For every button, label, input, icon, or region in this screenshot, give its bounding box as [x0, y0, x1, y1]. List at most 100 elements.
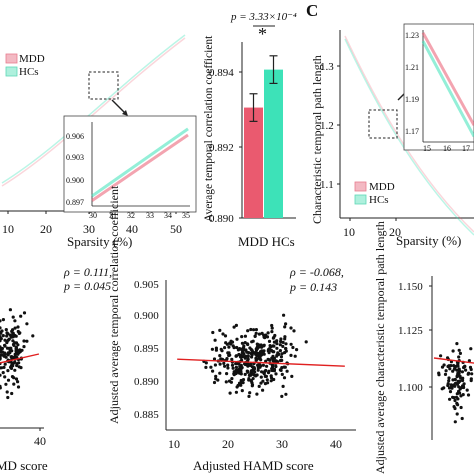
panel-c-xtick-10: 10 [343, 225, 355, 239]
panel-e-point [290, 374, 294, 378]
panel-f-point [460, 416, 464, 421]
panel-e-point [247, 394, 251, 398]
panel-e-point [281, 340, 285, 344]
panel-a-legend-mdd: MDD [19, 53, 45, 65]
panel-c-inset-line-hcs [421, 40, 474, 138]
panel-f-point [447, 376, 451, 380]
panel-e-point [258, 355, 262, 359]
panel-c: C Characteristic temporal path length 1.… [306, 1, 474, 248]
panel-e-point [259, 375, 263, 379]
panel-e-point [210, 347, 214, 351]
panel-e-point [249, 379, 253, 383]
panel-e-point [250, 350, 254, 355]
panel-e-point [283, 325, 287, 329]
panel-e-point [243, 362, 247, 366]
panel-b-significance-star: * [258, 24, 267, 44]
panel-d-p: p = 0.045 [63, 279, 111, 293]
panel-a-zoom-arrowhead [122, 110, 128, 116]
panel-d-point [13, 326, 17, 330]
panel-d-point [16, 380, 20, 384]
panel-b-p-value: p = 3.33×10⁻⁴ [230, 11, 297, 23]
panel-f-point [463, 364, 467, 368]
panel-d-point [11, 332, 15, 336]
panel-e-point [272, 377, 276, 382]
panel-f-point [462, 382, 466, 386]
panel-a-zoom-arrow [111, 99, 127, 115]
panel-f-point [455, 342, 459, 346]
panel-e-point [213, 363, 217, 367]
panel-d-x-label: MD score [0, 458, 48, 473]
panel-e-point [221, 332, 225, 336]
panel-e-point [293, 354, 297, 358]
panel-e-point [283, 335, 287, 339]
panel-f-point [442, 363, 446, 367]
panel-d-point [1, 318, 5, 322]
panel-e-point [243, 372, 247, 376]
panel-e-point [254, 358, 258, 362]
panel-d-point [14, 349, 18, 353]
panel-e-point [226, 366, 230, 370]
panel-f-point [466, 393, 471, 397]
panel-a-x-label: Sparsity (%) [67, 234, 132, 249]
panel-f-point [455, 392, 459, 396]
panel-e-point [272, 340, 276, 344]
panel-e-point [230, 357, 234, 361]
panel-e-point [281, 344, 285, 348]
panel-d-point [6, 369, 10, 373]
panel-a-inset-xtick-4: 34 [164, 211, 172, 220]
panel-d-point [0, 353, 2, 357]
panel-e-point [271, 359, 275, 363]
panel-e-point [211, 330, 215, 335]
panel-e-point [285, 369, 289, 373]
panel-d-point [7, 346, 11, 350]
panel-e-point [241, 381, 245, 385]
panel-f-y-label: Adjusted average characteristic temporal… [373, 221, 387, 474]
panel-e-point [257, 332, 261, 336]
panel-e-point [218, 362, 222, 366]
panel-e-point [230, 377, 234, 381]
panel-e-point [270, 330, 274, 334]
panel-c-inset-xtick-1: 16 [443, 144, 451, 153]
panel-e-point [235, 368, 239, 373]
panel-e-point [267, 339, 272, 343]
panel-f-point [461, 393, 465, 397]
panel-e-point [234, 365, 238, 369]
panel-e-point [284, 322, 288, 326]
panel-d-point [14, 346, 18, 350]
panel-d-point [15, 363, 19, 368]
panel-f-point [460, 370, 464, 374]
panel-e-xtick-20: 20 [222, 437, 234, 451]
panel-f-point [447, 379, 451, 383]
panel-e-point [225, 372, 229, 376]
panel-e-point [230, 363, 235, 367]
panel-e-point [246, 329, 250, 333]
panel-d-point [3, 362, 7, 366]
panel-d-point [3, 352, 7, 356]
panel-c-inset-ytick-3: 1.17 [405, 127, 419, 136]
panel-e-point [228, 341, 232, 345]
panel-e-point [275, 353, 279, 357]
panel-b-bar-mdd [244, 107, 263, 218]
panel-d-rho: ρ = 0.111, [63, 265, 112, 279]
panel-e-point [268, 358, 272, 362]
panel-e-point [247, 378, 251, 382]
panel-e-point [242, 344, 246, 348]
panel-a-tick-20: 20 [40, 222, 52, 236]
panel-e-point [246, 354, 250, 358]
panel-c-curve-hcs [344, 38, 474, 236]
panel-e-point [230, 340, 235, 344]
panel-e-point [212, 357, 217, 361]
panel-d-point [11, 328, 15, 332]
panel-d-point [16, 325, 20, 329]
panel-b: Average temporal correlation coefficient… [203, 11, 297, 249]
panel-d-point [17, 331, 21, 335]
panel-c-legend-swatch-mdd [354, 181, 367, 192]
panel-c-curve-mdd [344, 35, 474, 233]
panel-f: Adjusted average characteristic temporal… [373, 221, 474, 474]
panel-d-point [17, 351, 21, 355]
panel-d-point [13, 352, 17, 356]
panel-a-inset-line-mdd [91, 133, 189, 202]
panel-f-point [452, 383, 456, 387]
panel-b-category-label: MDD HCs [238, 234, 295, 249]
